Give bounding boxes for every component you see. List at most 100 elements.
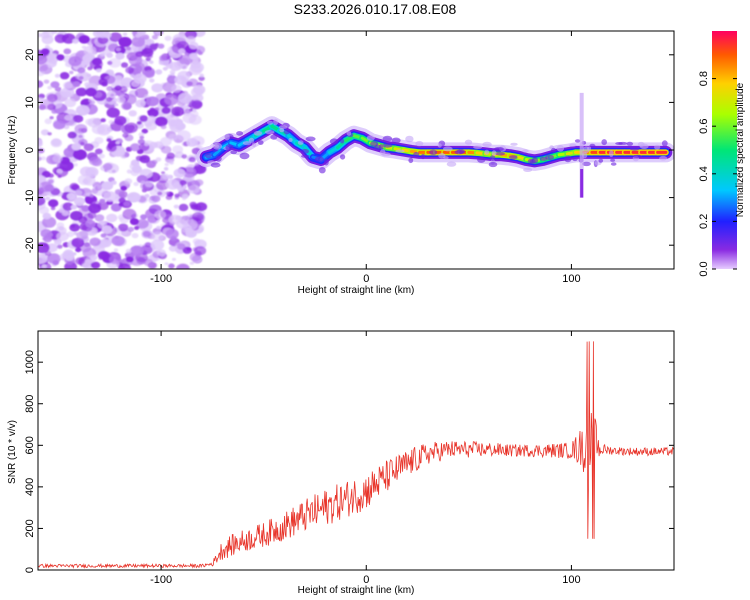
noise-blob — [94, 137, 104, 144]
noise-blob — [43, 79, 50, 84]
noise-blob — [161, 171, 166, 175]
noise-blob — [149, 60, 154, 64]
noise-blob — [161, 107, 171, 114]
snr-xtick-label: 0 — [363, 574, 369, 586]
snr-ytick-label: 400 — [24, 478, 36, 496]
noise-blob — [47, 85, 53, 90]
track-blob — [288, 138, 293, 142]
colorbar-tick-label: 0.8 — [698, 71, 710, 86]
noise-blob — [164, 94, 179, 106]
noise-blob — [51, 138, 62, 147]
snr-line-path — [38, 341, 674, 569]
noise-blob — [106, 52, 113, 58]
noise-blob — [193, 164, 207, 175]
track-blob — [258, 140, 264, 146]
noise-blob — [74, 132, 85, 141]
page-title: S233.2026.010.17.08.E08 — [294, 1, 457, 17]
noise-blob — [44, 184, 55, 192]
noise-blob — [114, 103, 119, 107]
noise-blob — [75, 257, 85, 265]
noise-blob — [108, 119, 115, 125]
noise-blob — [142, 230, 151, 238]
track-blob — [509, 155, 518, 160]
track-blob — [574, 139, 581, 143]
snr-ytick-label: 600 — [24, 436, 36, 454]
noise-blob — [189, 261, 194, 265]
track-blob — [639, 143, 649, 149]
track-blob — [632, 154, 643, 158]
snr-xtick-label: 100 — [562, 574, 580, 586]
noise-blob — [165, 194, 173, 200]
noise-blob — [182, 197, 186, 201]
noise-blob — [69, 70, 74, 75]
noise-blob — [177, 130, 191, 141]
noise-blob — [120, 62, 129, 68]
noise-blob — [113, 248, 119, 252]
noise-blob — [64, 98, 77, 108]
noise-blob — [181, 228, 193, 237]
noise-blob — [72, 38, 79, 44]
noise-blob — [186, 247, 192, 252]
noise-blob — [118, 36, 132, 48]
noise-blob — [124, 153, 129, 157]
noise-blob — [115, 140, 121, 145]
noise-blob — [106, 138, 112, 142]
noise-blob — [97, 250, 110, 260]
track-blob — [494, 146, 504, 152]
noise-blob — [45, 53, 59, 64]
track-blob — [626, 141, 634, 146]
track-blob — [318, 167, 326, 174]
noise-blob — [56, 222, 65, 229]
noise-blob — [193, 204, 202, 211]
noise-blob — [149, 43, 159, 50]
noise-blob — [95, 68, 102, 73]
noise-blob — [173, 168, 186, 178]
noise-blob — [170, 72, 175, 76]
noise-blob — [38, 206, 50, 215]
noise-blob — [50, 206, 56, 211]
noise-blob — [172, 257, 176, 261]
noise-blob — [114, 75, 123, 82]
noise-blob — [168, 214, 182, 225]
track-blob — [551, 147, 557, 153]
noise-blob — [48, 199, 59, 208]
noise-blob — [177, 186, 185, 192]
noise-blob — [38, 63, 49, 72]
noise-blob — [127, 192, 141, 203]
noise-blob — [158, 61, 164, 66]
snr-ytick-label: 200 — [24, 519, 36, 537]
track-blob — [225, 144, 234, 151]
track-blob — [529, 159, 536, 165]
noise-blob — [106, 143, 117, 152]
noise-blob — [51, 109, 58, 114]
noise-blob — [125, 66, 135, 74]
noise-blob — [181, 154, 188, 159]
track-blob — [301, 149, 309, 154]
noise-blob — [164, 162, 169, 167]
noise-blob — [108, 58, 122, 68]
noise-blob — [127, 226, 135, 232]
noise-blob — [98, 153, 105, 159]
noise-blob — [166, 63, 173, 69]
heatmap-xlabel: Height of straight line (km) — [298, 285, 415, 296]
track-blob — [224, 133, 230, 141]
noise-blob — [72, 114, 84, 123]
snr-xlabel: Height of straight line (km) — [298, 585, 415, 596]
track-blob — [301, 154, 310, 158]
track-blob — [370, 141, 379, 147]
noise-blob — [38, 153, 41, 157]
noise-blob — [125, 248, 132, 254]
noise-blob — [101, 225, 113, 234]
track-blob — [589, 143, 596, 148]
noise-blob — [150, 239, 165, 251]
noise-blob — [171, 106, 185, 117]
noise-blob — [192, 93, 204, 103]
noise-blob — [38, 182, 42, 189]
track-blob — [491, 150, 497, 156]
noise-blob — [188, 64, 203, 76]
noise-blob — [171, 84, 182, 93]
noise-blob — [83, 143, 94, 152]
noise-blob — [167, 119, 178, 127]
track-blob — [495, 151, 505, 156]
track-blob — [323, 158, 329, 166]
